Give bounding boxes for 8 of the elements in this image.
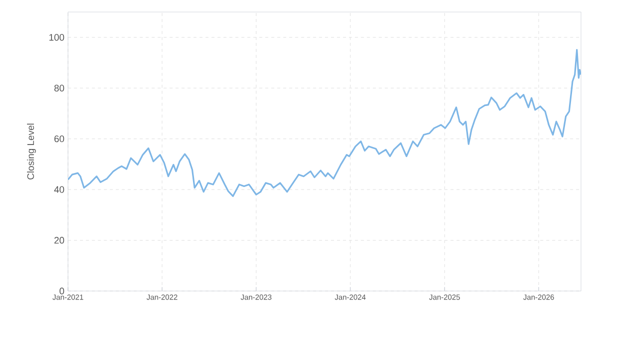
y-tick-label: 80 xyxy=(54,84,64,92)
y-tick-label: 0 xyxy=(60,288,64,294)
y-tick-label: 40 xyxy=(54,186,64,193)
y-tick-label: 100 xyxy=(49,34,64,41)
y-tick-label: 60 xyxy=(54,135,64,142)
line-series xyxy=(68,48,582,197)
y-tick-label: 20 xyxy=(54,236,64,244)
y-axis-title: Closing Level xyxy=(27,124,36,180)
